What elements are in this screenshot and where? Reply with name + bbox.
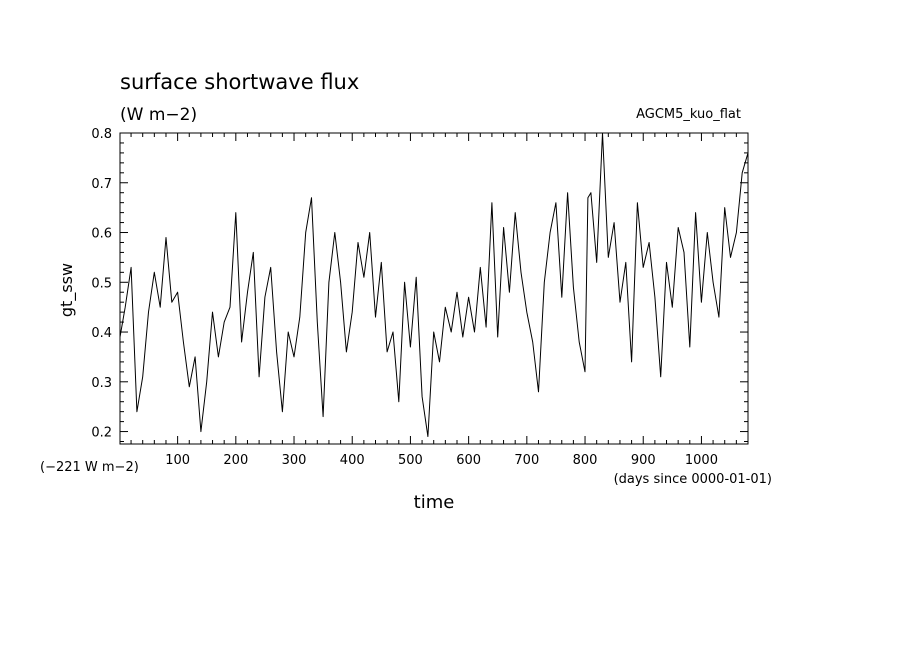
series-line [119,132,749,437]
x-tick-label: 200 [223,453,248,468]
units-label: (W m−2) [120,105,197,125]
x-tick-label: 400 [340,453,365,468]
x-axis: 100 200 300 400 500 600 700 800 900 1000 [130,133,749,468]
x-tick-label: 800 [573,453,598,468]
x-tick-label: 100 [165,453,190,468]
x-tick-label: 500 [398,453,423,468]
y-tick-label: 0.4 [91,326,112,341]
x-tick-label: 600 [456,453,481,468]
chart-title: surface shortwave flux [120,70,359,94]
x-units-note: (days since 0000-01-01) [614,472,772,487]
y-axis-label: gt_ssw [57,263,77,317]
y-tick-label: 0.7 [91,177,112,192]
x-tick-label: 300 [282,453,307,468]
x-axis-label: time [414,492,455,513]
offset-note: (−221 W m−2) [40,460,139,475]
y-tick-label: 0.5 [91,276,112,291]
series-layer [119,132,749,437]
y-tick-label: 0.8 [91,127,112,142]
y-axis: 0.2 0.3 0.4 0.5 0.6 0.7 0.8 [91,127,748,443]
x-tick-label: 900 [631,453,656,468]
x-tick-label: 700 [514,453,539,468]
y-tick-label: 0.2 [91,426,112,441]
x-tick-label: 1000 [685,453,718,468]
y-tick-label: 0.6 [91,227,112,242]
run-label: AGCM5_kuo_flat [636,107,741,122]
y-tick-label: 0.3 [91,376,112,391]
